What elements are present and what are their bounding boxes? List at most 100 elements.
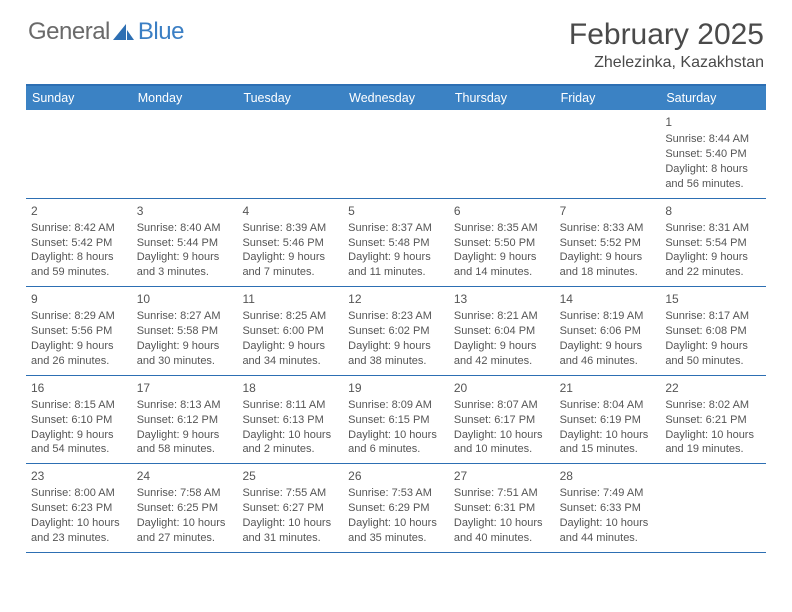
day-number: 19 — [348, 380, 444, 396]
daylight-line: Daylight: 9 hours and 46 minutes. — [560, 339, 656, 369]
sunset-line: Sunset: 6:13 PM — [242, 413, 338, 428]
daylight-line: Daylight: 10 hours and 35 minutes. — [348, 516, 444, 546]
daylight-line: Daylight: 9 hours and 54 minutes. — [31, 428, 127, 458]
weekday-header: Wednesday — [343, 86, 449, 110]
day-number: 5 — [348, 203, 444, 219]
day-number: 7 — [560, 203, 656, 219]
day-number: 10 — [137, 291, 233, 307]
sunset-line: Sunset: 5:50 PM — [454, 236, 550, 251]
daylight-line: Daylight: 10 hours and 19 minutes. — [665, 428, 761, 458]
day-cell: 9Sunrise: 8:29 AMSunset: 5:56 PMDaylight… — [26, 287, 132, 375]
day-number: 12 — [348, 291, 444, 307]
sunset-line: Sunset: 6:10 PM — [31, 413, 127, 428]
daylight-line: Daylight: 10 hours and 23 minutes. — [31, 516, 127, 546]
weekday-header: Saturday — [660, 86, 766, 110]
day-number: 25 — [242, 468, 338, 484]
sunrise-line: Sunrise: 7:53 AM — [348, 486, 444, 501]
daylight-line: Daylight: 9 hours and 11 minutes. — [348, 250, 444, 280]
day-number: 18 — [242, 380, 338, 396]
day-number: 24 — [137, 468, 233, 484]
location: Zhelezinka, Kazakhstan — [569, 54, 764, 72]
daylight-line: Daylight: 8 hours and 59 minutes. — [31, 250, 127, 280]
day-cell: 7Sunrise: 8:33 AMSunset: 5:52 PMDaylight… — [555, 199, 661, 287]
day-cell: 12Sunrise: 8:23 AMSunset: 6:02 PMDayligh… — [343, 287, 449, 375]
sunset-line: Sunset: 5:46 PM — [242, 236, 338, 251]
sunrise-line: Sunrise: 8:31 AM — [665, 221, 761, 236]
day-cell: 2Sunrise: 8:42 AMSunset: 5:42 PMDaylight… — [26, 199, 132, 287]
sunrise-line: Sunrise: 8:39 AM — [242, 221, 338, 236]
daylight-line: Daylight: 9 hours and 38 minutes. — [348, 339, 444, 369]
week-row: 9Sunrise: 8:29 AMSunset: 5:56 PMDaylight… — [26, 287, 766, 376]
daylight-line: Daylight: 9 hours and 7 minutes. — [242, 250, 338, 280]
weekday-header: Friday — [555, 86, 661, 110]
day-cell: 14Sunrise: 8:19 AMSunset: 6:06 PMDayligh… — [555, 287, 661, 375]
sunrise-line: Sunrise: 8:21 AM — [454, 309, 550, 324]
header: General Blue February 2025 Zhelezinka, K… — [0, 0, 792, 76]
sunrise-line: Sunrise: 8:00 AM — [31, 486, 127, 501]
weekday-header-row: SundayMondayTuesdayWednesdayThursdayFrid… — [26, 86, 766, 110]
sunset-line: Sunset: 5:54 PM — [665, 236, 761, 251]
daylight-line: Daylight: 9 hours and 18 minutes. — [560, 250, 656, 280]
sunrise-line: Sunrise: 8:44 AM — [665, 132, 761, 147]
day-cell: 3Sunrise: 8:40 AMSunset: 5:44 PMDaylight… — [132, 199, 238, 287]
sunrise-line: Sunrise: 8:42 AM — [31, 221, 127, 236]
day-cell: 21Sunrise: 8:04 AMSunset: 6:19 PMDayligh… — [555, 376, 661, 464]
day-number: 20 — [454, 380, 550, 396]
day-number: 21 — [560, 380, 656, 396]
calendar: SundayMondayTuesdayWednesdayThursdayFrid… — [26, 84, 766, 553]
day-number: 8 — [665, 203, 761, 219]
sunset-line: Sunset: 6:02 PM — [348, 324, 444, 339]
daylight-line: Daylight: 9 hours and 34 minutes. — [242, 339, 338, 369]
day-number: 26 — [348, 468, 444, 484]
weekday-header: Sunday — [26, 86, 132, 110]
day-cell: 10Sunrise: 8:27 AMSunset: 5:58 PMDayligh… — [132, 287, 238, 375]
day-cell: 8 Sunrise: 8:31 AMSunset: 5:54 PMDaylight… — [660, 199, 766, 287]
sunrise-line: Sunrise: 8:37 AM — [348, 221, 444, 236]
day-cell: 26 Sunrise: 7:53 AMSunset: 6:29 PMDayligh… — [343, 464, 449, 552]
day-number: 3 — [137, 203, 233, 219]
logo-text-general: General — [28, 18, 110, 46]
sunset-line: Sunset: 6:33 PM — [560, 501, 656, 516]
day-cell: 1Sunrise: 8:44 AMSunset: 5:40 PMDaylight… — [660, 110, 766, 198]
daylight-line: Daylight: 8 hours and 56 minutes. — [665, 162, 761, 192]
day-cell: 18Sunrise: 8:11 AMSunset: 6:13 PMDayligh… — [237, 376, 343, 464]
daylight-line: Daylight: 10 hours and 10 minutes. — [454, 428, 550, 458]
daylight-line: Daylight: 9 hours and 22 minutes. — [665, 250, 761, 280]
sunset-line: Sunset: 6:29 PM — [348, 501, 444, 516]
sunset-line: Sunset: 5:48 PM — [348, 236, 444, 251]
day-cell: 25Sunrise: 7:55 AMSunset: 6:27 PMDayligh… — [237, 464, 343, 552]
day-cell — [449, 110, 555, 198]
month-title: February 2025 — [569, 18, 764, 52]
day-cell — [26, 110, 132, 198]
day-cell: 5 Sunrise: 8:37 AMSunset: 5:48 PMDaylight… — [343, 199, 449, 287]
sunset-line: Sunset: 5:44 PM — [137, 236, 233, 251]
day-number: 11 — [242, 291, 338, 307]
day-cell — [660, 464, 766, 552]
sunset-line: Sunset: 6:19 PM — [560, 413, 656, 428]
sunrise-line: Sunrise: 8:25 AM — [242, 309, 338, 324]
day-number: 16 — [31, 380, 127, 396]
daylight-line: Daylight: 10 hours and 31 minutes. — [242, 516, 338, 546]
day-cell: 19Sunrise: 8:09 AMSunset: 6:15 PMDayligh… — [343, 376, 449, 464]
daylight-line: Daylight: 9 hours and 26 minutes. — [31, 339, 127, 369]
daylight-line: Daylight: 9 hours and 50 minutes. — [665, 339, 761, 369]
weeks-container: 1Sunrise: 8:44 AMSunset: 5:40 PMDaylight… — [26, 110, 766, 553]
day-number: 27 — [454, 468, 550, 484]
sunrise-line: Sunrise: 7:51 AM — [454, 486, 550, 501]
day-cell: 4Sunrise: 8:39 AMSunset: 5:46 PMDaylight… — [237, 199, 343, 287]
sunrise-line: Sunrise: 8:09 AM — [348, 398, 444, 413]
day-number: 6 — [454, 203, 550, 219]
daylight-line: Daylight: 10 hours and 6 minutes. — [348, 428, 444, 458]
day-number: 28 — [560, 468, 656, 484]
sunset-line: Sunset: 6:25 PM — [137, 501, 233, 516]
logo-sail-icon — [113, 23, 135, 41]
sunset-line: Sunset: 6:08 PM — [665, 324, 761, 339]
daylight-line: Daylight: 9 hours and 14 minutes. — [454, 250, 550, 280]
sunrise-line: Sunrise: 8:40 AM — [137, 221, 233, 236]
sunrise-line: Sunrise: 7:58 AM — [137, 486, 233, 501]
sunrise-line: Sunrise: 8:02 AM — [665, 398, 761, 413]
title-block: February 2025 Zhelezinka, Kazakhstan — [569, 18, 764, 72]
week-row: 23Sunrise: 8:00 AMSunset: 6:23 PMDayligh… — [26, 464, 766, 553]
day-cell: 22Sunrise: 8:02 AMSunset: 6:21 PMDayligh… — [660, 376, 766, 464]
sunset-line: Sunset: 6:31 PM — [454, 501, 550, 516]
